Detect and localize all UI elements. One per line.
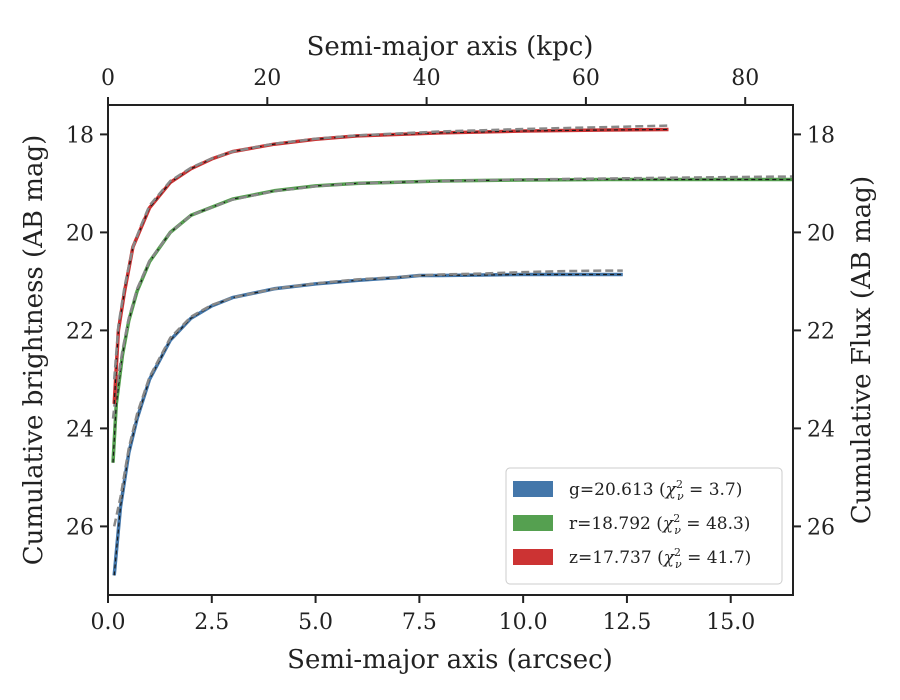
series-line-2	[112, 127, 669, 404]
y-axis-label: Cumulative brightness (AB mag)	[19, 135, 49, 566]
tick-layer: 0.0 2.5 5.0 7.5 10.0 12.5 15.0 0 20 40 60 80 18 20 22 2…	[66, 66, 835, 635]
series-inner-line-2	[113, 128, 669, 404]
x-tick-label-6: 15.0	[706, 610, 755, 635]
series-line-1	[111, 177, 793, 463]
x-top-tick-label-3: 60	[572, 66, 600, 91]
x-tick-label-5: 12.5	[602, 610, 651, 635]
x-tick-label-3: 7.5	[402, 610, 437, 635]
series-inner-line-1	[112, 178, 793, 463]
y-right-tick-label-4: 26	[807, 515, 835, 540]
x-top-tick-label-0: 0	[101, 66, 115, 91]
y-tick-label-3: 24	[66, 417, 94, 442]
y-right-tick-label-3: 24	[807, 417, 835, 442]
x-top-tick-label-1: 20	[253, 66, 281, 91]
legend-label-0: g=20.613 (χ2 ν = 3.7)	[569, 478, 742, 503]
model-line-2	[112, 124, 669, 380]
x-tick-label-4: 10.0	[499, 610, 548, 635]
legend-box	[505, 467, 783, 585]
x-top-tick-label-2: 40	[413, 66, 441, 91]
legend: g=20.613 (χ2 ν = 3.7) r=18.792 (χ2 ν = 48.3…	[505, 467, 783, 585]
legend-label-2: z=17.737 (χ2 ν = 41.7)	[569, 546, 751, 571]
legend-swatch-1	[513, 515, 553, 531]
plot-frame	[107, 104, 794, 596]
y-right-tick-label-2: 22	[807, 319, 835, 344]
x-axis-label: Semi-major axis (arcsec)	[287, 645, 613, 675]
x-tick-label-1: 2.5	[194, 610, 229, 635]
model-line-0	[112, 269, 623, 527]
x-tick-label-2: 5.0	[298, 610, 333, 635]
x-top-tick-label-4: 80	[731, 66, 759, 91]
legend-swatch-2	[513, 549, 553, 565]
y-tick-label-0: 18	[66, 123, 94, 148]
y-right-tick-label-1: 20	[807, 221, 835, 246]
legend-label-1: r=18.792 (χ2 ν = 48.3)	[569, 512, 750, 537]
top-x-axis-label: Semi-major axis (kpc)	[307, 32, 594, 62]
y-right-tick-label-0: 18	[807, 123, 835, 148]
x-tick-label-0: 0.0	[91, 610, 126, 635]
right-y-axis-label: Cumulative Flux (AB mag)	[847, 176, 877, 524]
y-tick-label-4: 26	[66, 515, 94, 540]
series-layer	[111, 124, 794, 576]
legend-swatch-0	[513, 481, 553, 497]
y-tick-label-2: 22	[66, 319, 94, 344]
y-tick-label-1: 20	[66, 221, 94, 246]
model-line-1	[111, 175, 794, 419]
